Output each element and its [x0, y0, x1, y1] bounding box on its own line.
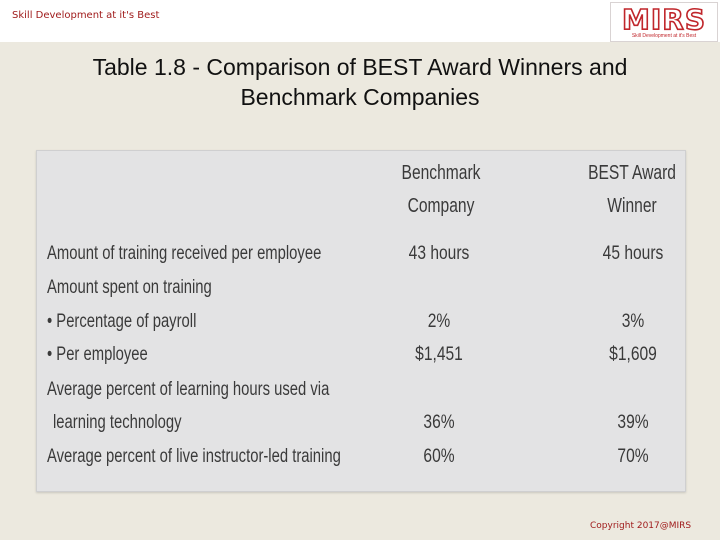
row-value-benchmark: $1,451: [415, 344, 463, 365]
row-label: learning technology: [53, 412, 182, 433]
row-value-winner: 45 hours: [602, 243, 664, 264]
row-label: Amount of training received per employee: [47, 243, 322, 264]
column-header-winner: BEST Award Winner: [585, 157, 679, 223]
logo-subtext: Skill Development at it's Best: [631, 33, 697, 39]
row-value-winner: $1,609: [609, 344, 657, 365]
row-value-benchmark: 60%: [423, 446, 455, 467]
row-label: Average percent of learning hours used v…: [47, 379, 330, 400]
row-value-benchmark: 43 hours: [408, 243, 470, 264]
row-value-winner: 70%: [617, 446, 649, 467]
row-value-benchmark: 2%: [427, 311, 451, 332]
slide-title: Table 1.8 - Comparison of BEST Award Win…: [60, 52, 660, 112]
row-label: Amount spent on training: [47, 277, 212, 298]
column-header-winner-line2: Winner: [607, 195, 657, 217]
copyright-notice: Copyright 2017@MIRS: [590, 521, 692, 531]
row-label: • Per employee: [47, 344, 148, 365]
header-band: Skill Development at it's Best MIRS Skil…: [0, 0, 720, 42]
row-label: Average percent of live instructor-led t…: [47, 446, 341, 467]
row-label: • Percentage of payroll: [47, 311, 197, 332]
mirs-logo: MIRS Skill Development at it's Best: [610, 2, 718, 42]
column-header-benchmark: Benchmark Company: [394, 157, 488, 223]
column-header-benchmark-line2: Company: [407, 195, 475, 217]
slide-title-line2: Benchmark Companies: [240, 84, 480, 110]
column-header-benchmark-line1: Benchmark: [401, 162, 481, 184]
tagline: Skill Development at it's Best: [12, 10, 160, 21]
logo-wordmark: MIRS: [621, 2, 706, 37]
column-header-winner-line1: BEST Award: [588, 162, 676, 184]
row-value-benchmark: 36%: [423, 412, 455, 433]
slide-title-line1: Table 1.8 - Comparison of BEST Award Win…: [92, 54, 628, 80]
comparison-table: Benchmark Company BEST Award Winner Amou…: [36, 150, 686, 492]
row-value-winner: 3%: [621, 311, 645, 332]
row-value-winner: 39%: [617, 412, 649, 433]
